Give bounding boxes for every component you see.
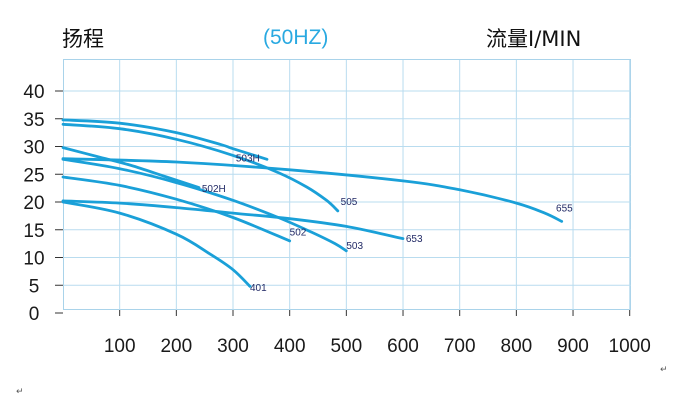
y-tick-label: 25 bbox=[23, 165, 44, 186]
x-tick-label: 400 bbox=[274, 336, 306, 357]
y-tick-label: 15 bbox=[23, 221, 44, 242]
y-tick-labels: 0 5 10 15 20 25 30 35 40 bbox=[23, 82, 63, 325]
curve-505 bbox=[61, 122, 340, 213]
curve-labels: 503H 505 502H 655 502 503 653 401 bbox=[202, 153, 573, 293]
x-tick-label: 500 bbox=[330, 336, 362, 357]
head-axis-title: 扬程 bbox=[62, 27, 104, 51]
curve-653 bbox=[61, 199, 405, 240]
frequency-label: (50HZ) bbox=[263, 26, 328, 49]
y-tick-label: 0 bbox=[29, 304, 40, 325]
x-tick-label: 200 bbox=[160, 336, 192, 357]
curve-label-505: 505 bbox=[341, 197, 358, 208]
plot-area-frame bbox=[63, 59, 631, 310]
x-tick-label: 100 bbox=[104, 336, 136, 357]
y-tick-label: 5 bbox=[29, 276, 40, 297]
x-tick-label: 900 bbox=[557, 336, 589, 357]
curve-503 bbox=[61, 157, 348, 253]
y-tick-label: 10 bbox=[23, 249, 44, 270]
x-tick-label: 300 bbox=[217, 336, 249, 357]
x-tick-label: 700 bbox=[444, 336, 476, 357]
pump-curves bbox=[61, 118, 564, 288]
curve-label-503: 503 bbox=[346, 241, 363, 252]
x-tick-label: 800 bbox=[501, 336, 533, 357]
curve-label-502h: 502H bbox=[202, 184, 226, 195]
y-tick-label: 20 bbox=[23, 193, 44, 214]
paragraph-mark-right: ↵ bbox=[660, 365, 668, 375]
y-tick-label: 30 bbox=[23, 138, 44, 159]
x-tick-label: 1000 bbox=[609, 336, 651, 357]
curve-label-503h: 503H bbox=[236, 153, 260, 164]
curve-label-655: 655 bbox=[556, 203, 573, 214]
paragraph-mark-left: ↵ bbox=[16, 387, 24, 397]
y-tick-label: 40 bbox=[23, 82, 44, 103]
curve-502 bbox=[61, 175, 292, 243]
x-tick-label: 600 bbox=[387, 336, 419, 357]
gridlines bbox=[63, 60, 631, 310]
curve-401 bbox=[61, 200, 252, 288]
curve-655 bbox=[61, 157, 564, 223]
flow-axis-title: 流量I/MIN bbox=[486, 27, 581, 51]
curve-503h bbox=[61, 118, 269, 161]
curve-502h bbox=[61, 146, 201, 189]
curve-label-653: 653 bbox=[406, 234, 423, 245]
x-tick-labels: 100 200 300 400 500 600 700 800 900 1000 bbox=[104, 310, 651, 357]
curve-label-502: 502 bbox=[290, 227, 307, 238]
y-tick-label: 35 bbox=[23, 110, 44, 131]
curve-label-401: 401 bbox=[250, 283, 267, 294]
